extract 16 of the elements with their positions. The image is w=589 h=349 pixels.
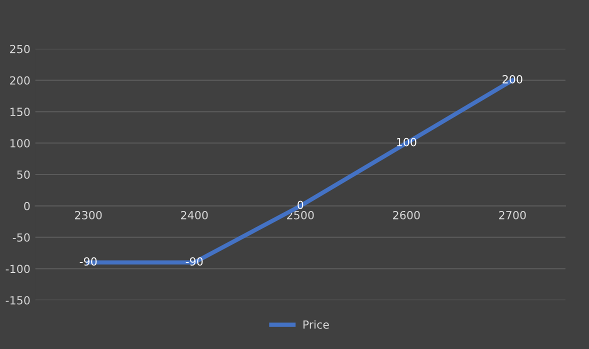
legend-label: Price (303, 320, 329, 329)
y-tick-label: 0 (24, 202, 30, 210)
data-label: -90 (80, 257, 97, 266)
x-tick-label: 2700 (499, 210, 526, 220)
data-label: 200 (502, 75, 522, 84)
y-tick-label: 100 (10, 139, 30, 148)
y-tick-label: 150 (10, 108, 30, 116)
y-tick-label: 200 (10, 76, 30, 85)
y-tick-label: -150 (6, 296, 30, 305)
y-tick-label: -50 (12, 233, 30, 242)
x-tick-label: 2300 (75, 210, 102, 220)
y-tick-label: 50 (17, 170, 30, 179)
x-tick-label: 2600 (393, 210, 420, 220)
y-tick-label: -100 (6, 264, 30, 274)
y-tick-label: 250 (10, 44, 30, 54)
x-tick-label: 2400 (181, 210, 208, 220)
